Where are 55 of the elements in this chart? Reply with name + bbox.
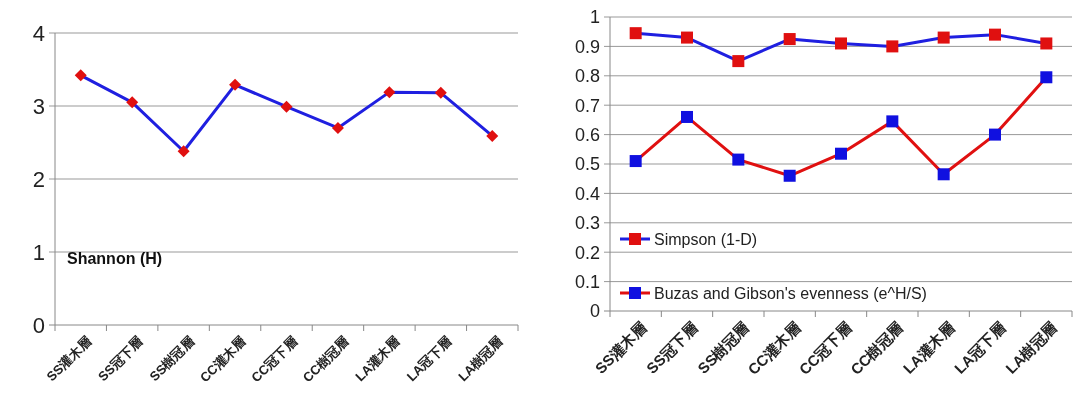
point <box>732 153 745 166</box>
x-tick-label: LA樹冠層 <box>455 333 506 385</box>
point <box>937 31 950 44</box>
x-tick-label: CC冠下層 <box>248 333 300 386</box>
point <box>886 115 899 128</box>
point <box>629 27 642 40</box>
point <box>937 168 950 181</box>
y-tick-label: 0.6 <box>574 124 600 145</box>
point <box>783 33 796 46</box>
x-tick-label: CC灌木層 <box>196 333 249 386</box>
y-tick-label: 0.2 <box>574 242 600 263</box>
point <box>681 31 693 44</box>
x-tick-label: SS樹冠層 <box>146 333 197 385</box>
point <box>486 129 499 142</box>
x-tick-label: SS冠下層 <box>95 333 146 385</box>
point <box>1040 71 1053 84</box>
x-tick-label: SS灌木層 <box>43 333 95 385</box>
y-tick-label: 0 <box>589 301 600 322</box>
point <box>331 121 344 134</box>
point <box>177 145 190 158</box>
legend-label: Buzas and Gibson's evenness (e^H/S) <box>654 284 927 302</box>
point <box>74 69 87 82</box>
point <box>989 128 1001 141</box>
y-tick-label: 1 <box>589 7 600 28</box>
point <box>783 169 796 182</box>
point <box>629 155 642 168</box>
point <box>229 78 242 91</box>
legend-label: Simpson (1-D) <box>654 230 758 248</box>
point <box>383 86 396 99</box>
point <box>280 100 293 113</box>
y-tick-label: 2 <box>32 166 45 192</box>
y-tick-label: 0.3 <box>574 213 600 234</box>
point <box>681 110 693 123</box>
y-tick-label: 4 <box>32 20 45 46</box>
x-tick-label: LA冠下層 <box>403 333 455 385</box>
x-tick-label: LA灌木層 <box>352 333 403 385</box>
point <box>886 40 899 53</box>
y-tick-label: 0.5 <box>574 154 600 175</box>
y-tick-label: 1 <box>32 239 45 265</box>
y-tick-label: 0 <box>32 312 45 338</box>
point <box>989 28 1001 41</box>
y-tick-label: 3 <box>32 93 45 119</box>
x-tick-label: CC樹冠層 <box>299 333 352 386</box>
annotation: Shannon (H) <box>67 250 163 268</box>
y-tick-label: 0.9 <box>574 36 600 57</box>
y-tick-label: 0.4 <box>574 183 600 204</box>
point <box>1040 37 1053 50</box>
y-tick-label: 0.7 <box>574 95 600 116</box>
point <box>434 86 447 99</box>
point <box>835 37 847 50</box>
y-tick-label: 0.8 <box>574 66 600 87</box>
point <box>835 147 847 160</box>
point <box>732 55 745 68</box>
point <box>126 96 139 109</box>
y-tick-label: 0.1 <box>574 271 600 292</box>
